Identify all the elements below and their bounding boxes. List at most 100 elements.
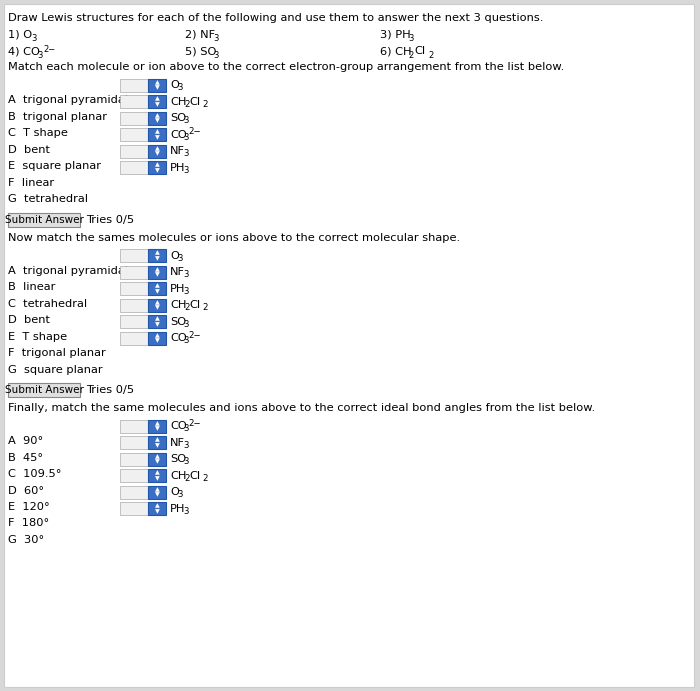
Text: CO: CO (170, 333, 187, 343)
Text: ▼: ▼ (155, 256, 160, 261)
FancyBboxPatch shape (148, 161, 166, 174)
Text: 3: 3 (183, 507, 188, 515)
Text: 3: 3 (31, 34, 36, 43)
Text: 3: 3 (183, 424, 188, 433)
Text: ▼: ▼ (155, 86, 160, 91)
FancyBboxPatch shape (148, 282, 166, 295)
Text: G  square planar: G square planar (8, 364, 103, 375)
FancyBboxPatch shape (120, 249, 148, 262)
Text: PH: PH (170, 283, 186, 294)
Text: ▲: ▲ (155, 267, 160, 272)
Text: ▲: ▲ (155, 113, 160, 118)
FancyBboxPatch shape (120, 436, 148, 449)
Text: 3: 3 (183, 319, 188, 328)
Text: PH: PH (170, 162, 186, 173)
Text: ▲: ▲ (155, 283, 160, 288)
Text: NF: NF (170, 437, 185, 448)
Text: A  trigonal pyramidal: A trigonal pyramidal (8, 265, 128, 276)
Text: Cl: Cl (189, 471, 200, 480)
Text: ▲: ▲ (155, 80, 160, 85)
Text: 3: 3 (183, 116, 188, 125)
FancyBboxPatch shape (148, 315, 166, 328)
Text: 3: 3 (177, 490, 183, 499)
FancyBboxPatch shape (120, 453, 148, 466)
Text: ▼: ▼ (155, 168, 160, 173)
FancyBboxPatch shape (120, 299, 148, 312)
Text: ▲: ▲ (155, 333, 160, 338)
Text: NF: NF (170, 267, 185, 277)
Text: 3: 3 (177, 254, 183, 263)
Text: ▲: ▲ (155, 504, 160, 509)
Text: E  T shape: E T shape (8, 332, 67, 341)
FancyBboxPatch shape (120, 419, 148, 433)
Text: 3: 3 (183, 440, 188, 450)
Text: O: O (170, 80, 179, 90)
Text: CO: CO (170, 129, 187, 140)
Text: Tries 0/5: Tries 0/5 (86, 385, 134, 395)
Text: 2) NF: 2) NF (185, 29, 215, 39)
Text: 3: 3 (183, 133, 188, 142)
Text: ▲: ▲ (155, 129, 160, 135)
Text: 2: 2 (184, 100, 190, 108)
Text: ▲: ▲ (155, 162, 160, 167)
Text: Submit Answer: Submit Answer (5, 385, 83, 395)
Text: ▼: ▼ (155, 118, 160, 124)
Text: ▲: ▲ (155, 421, 160, 426)
Text: ▼: ▼ (155, 476, 160, 481)
Text: F  linear: F linear (8, 178, 54, 187)
Text: Cl: Cl (189, 300, 200, 310)
Text: B  linear: B linear (8, 282, 55, 292)
Text: 6) CH: 6) CH (380, 46, 412, 56)
FancyBboxPatch shape (148, 111, 166, 124)
Text: ▼: ▼ (155, 289, 160, 294)
Text: Match each molecule or ion above to the correct electron-group arrangement from : Match each molecule or ion above to the … (8, 62, 564, 72)
Text: CH: CH (170, 97, 186, 106)
Text: ▼: ▼ (155, 460, 160, 464)
Text: 3: 3 (183, 457, 188, 466)
Text: ▲: ▲ (155, 300, 160, 305)
Text: E  square planar: E square planar (8, 161, 101, 171)
FancyBboxPatch shape (148, 128, 166, 141)
Text: C  tetrahedral: C tetrahedral (8, 299, 87, 308)
Text: Now match the sames molecules or ions above to the correct molecular shape.: Now match the sames molecules or ions ab… (8, 232, 460, 243)
FancyBboxPatch shape (148, 249, 166, 262)
Text: 4) CO: 4) CO (8, 46, 40, 56)
Text: 2−: 2− (188, 127, 201, 136)
FancyBboxPatch shape (148, 265, 166, 278)
Text: SO: SO (170, 454, 186, 464)
Text: 5) SO: 5) SO (185, 46, 216, 56)
FancyBboxPatch shape (148, 502, 166, 515)
Text: 2−: 2− (43, 45, 55, 54)
FancyBboxPatch shape (120, 95, 148, 108)
Text: Draw Lewis structures for each of the following and use them to answer the next : Draw Lewis structures for each of the fo… (8, 13, 543, 23)
FancyBboxPatch shape (120, 315, 148, 328)
Text: G  30°: G 30° (8, 535, 44, 545)
FancyBboxPatch shape (148, 95, 166, 108)
Text: ▼: ▼ (155, 426, 160, 431)
Text: 2: 2 (184, 473, 190, 482)
FancyBboxPatch shape (148, 144, 166, 158)
Text: CH: CH (170, 300, 186, 310)
Text: 2: 2 (202, 303, 207, 312)
FancyBboxPatch shape (120, 144, 148, 158)
FancyBboxPatch shape (120, 469, 148, 482)
Text: B  trigonal planar: B trigonal planar (8, 111, 107, 122)
Text: 2−: 2− (188, 330, 201, 339)
Text: CO: CO (170, 421, 187, 431)
Text: ▼: ▼ (155, 443, 160, 448)
Text: 1) O: 1) O (8, 29, 32, 39)
Text: 3: 3 (37, 51, 43, 60)
Text: ▲: ▲ (155, 250, 160, 256)
Text: 3) PH: 3) PH (380, 29, 411, 39)
FancyBboxPatch shape (148, 419, 166, 433)
Text: B  45°: B 45° (8, 453, 43, 462)
Text: C  T shape: C T shape (8, 128, 68, 138)
Text: Tries 0/5: Tries 0/5 (86, 214, 134, 225)
Text: 3: 3 (213, 34, 218, 43)
FancyBboxPatch shape (148, 332, 166, 345)
Text: O: O (170, 251, 179, 261)
Text: D  bent: D bent (8, 315, 50, 325)
FancyBboxPatch shape (8, 213, 80, 227)
Text: PH: PH (170, 504, 186, 513)
FancyBboxPatch shape (4, 4, 694, 687)
